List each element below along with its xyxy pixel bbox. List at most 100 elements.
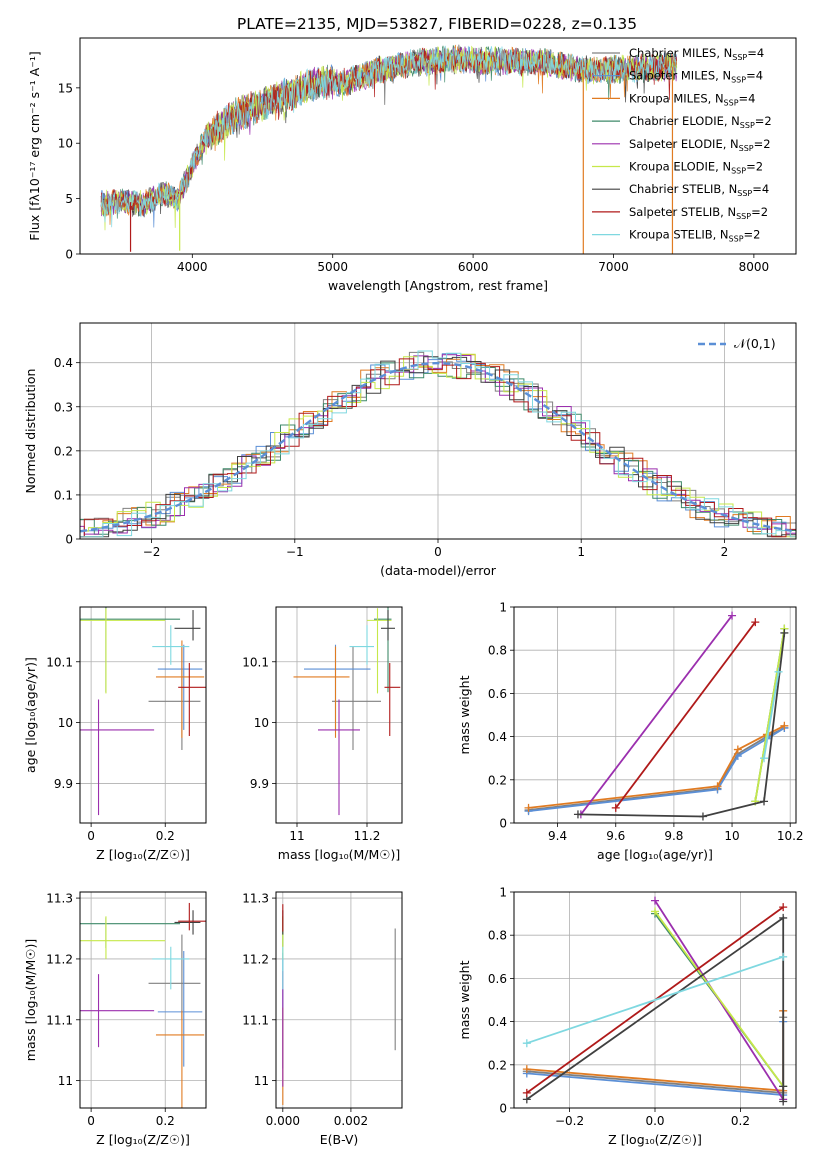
grid-lines	[80, 607, 206, 823]
reference-legend-label: 𝒩(0,1)	[734, 336, 776, 351]
weight-marker	[733, 745, 742, 754]
y-tick-label: 0.4	[54, 356, 73, 370]
x-tick-label: 7000	[598, 260, 629, 274]
x-tick-label: −0.2	[555, 1114, 584, 1128]
age_vs_Z-panel: 0 0.2 9.9 10 10.1 Z [log₁₀(Z/Z☉)] age [log₁₀(a…	[23, 606, 207, 862]
mass_vs_ebv-panel: 0.000 0.002 11 11.1 11.2 11.3 E(B-V)	[242, 891, 403, 1147]
histogram-series-0	[80, 351, 796, 538]
x-tick-label: 11	[289, 829, 304, 843]
y-tick-label: 10	[58, 137, 73, 151]
y-tick-label: 11.2	[242, 952, 269, 966]
weight-marker	[760, 797, 769, 806]
y-tick-label: 10.1	[46, 655, 73, 669]
legend-label: Salpeter MILES, NSSP=4	[629, 69, 763, 85]
weight-marker	[779, 903, 788, 912]
x-axis-label: E(B-V)	[320, 1132, 359, 1147]
x-tick-label: 10	[724, 829, 739, 843]
x-tick-label: 4000	[177, 260, 208, 274]
y-tick-label: 9.9	[54, 777, 73, 791]
histogram-series-5	[80, 353, 796, 538]
legend-label: Chabrier STELIB, NSSP=4	[629, 182, 769, 198]
weight-marker	[522, 1088, 531, 1097]
spectrum-legend: Chabrier MILES, NSSP=4 Salpeter MILES, NS…	[592, 46, 772, 244]
y-tick-label: 15	[58, 81, 73, 95]
y-axis-label: Flux [fλ10⁻¹⁷ erg cm⁻² s⁻¹ A⁻¹]	[27, 51, 42, 240]
weight-marker	[522, 1039, 531, 1048]
figure-title: PLATE=2135, MJD=53827, FIBERID=0228, z=0…	[237, 15, 637, 33]
errorbars	[80, 902, 206, 1108]
spectrum-lines	[100, 44, 678, 254]
x-tick-label: 9.4	[548, 829, 567, 843]
y-tick-label: 0.8	[488, 644, 507, 658]
x-tick-label: 0.2	[731, 1114, 750, 1128]
x-tick-label: 9.8	[664, 829, 683, 843]
weight-marker	[779, 1097, 788, 1106]
y-tick-label: 0.2	[488, 1058, 507, 1072]
legend-label: Salpeter STELIB, NSSP=2	[629, 205, 768, 221]
weight-marker	[698, 812, 707, 821]
y-tick-label: 0.4	[488, 730, 507, 744]
x-tick-label: 6000	[458, 260, 489, 274]
legend-label: Chabrier ELODIE, NSSP=2	[629, 114, 772, 130]
axes-frame	[79, 891, 207, 1109]
age_vs_mass-panel: 11 11.2 9.9 10 10.1 mass [log₁₀(M/M☉)]	[242, 606, 403, 862]
y-tick-label: 11	[254, 1074, 269, 1088]
legend-label: Kroupa ELODIE, NSSP=2	[629, 160, 763, 176]
y-tick-label: 0	[65, 533, 73, 547]
x-axis-label: mass [log₁₀(M/M☉)]	[278, 847, 400, 862]
grid-lines	[514, 606, 796, 824]
weight-marker	[779, 952, 788, 961]
x-tick-label: 0.2	[156, 1114, 175, 1128]
errorbars	[80, 607, 206, 816]
axes-frame	[79, 37, 797, 255]
weight-marker	[779, 913, 788, 922]
y-tick-label: 0.6	[488, 972, 507, 986]
x-tick-label: 10.2	[777, 829, 804, 843]
y-tick-label: 10	[58, 716, 73, 730]
residuals-panel: −2 −1 0 1 2 0 0.1 0.2 0.3 0.4 (data-model)/error No…	[23, 322, 797, 578]
axes-frame	[79, 606, 207, 824]
x-tick-label: 0.002	[334, 1114, 368, 1128]
axes-frame	[275, 891, 403, 1109]
y-tick-label: 0.4	[488, 1015, 507, 1029]
y-tick-label: 0	[65, 248, 73, 262]
weight-series-6	[526, 916, 785, 1102]
axes-frame	[513, 606, 797, 824]
y-tick-label: 1	[499, 601, 507, 615]
x-tick-label: 5000	[317, 260, 348, 274]
weight-marker	[522, 1065, 531, 1074]
x-tick-label: −1	[286, 545, 304, 559]
spectrum-panel: 4000 5000 6000 7000 8000 0 5 10 15 wavelength [An…	[27, 37, 797, 293]
histograms	[80, 350, 796, 538]
weight_vs_Z-panel: −0.2 0.0 0.2 0 0.2 0.4 0.6 0.8 1 Z [log₁₀(Z/Z☉)] m…	[457, 886, 797, 1147]
x-tick-label: 8000	[739, 260, 770, 274]
grid-lines	[80, 323, 796, 540]
legend-label: Salpeter ELODIE, NSSP=2	[629, 137, 771, 153]
y-tick-label: 0.1	[54, 488, 73, 502]
weight-marker	[760, 754, 769, 763]
weight-marker	[573, 810, 582, 819]
histogram-series-8	[80, 350, 796, 538]
weight-series-8	[526, 955, 784, 1045]
weight-marker	[780, 628, 789, 637]
errorbars	[293, 607, 401, 816]
weight-series-7	[615, 621, 757, 809]
legend-label: Kroupa STELIB, NSSP=2	[629, 228, 760, 244]
x-axis-label: Z [log₁₀(Z/Z☉)]	[96, 847, 190, 862]
grid-lines	[80, 892, 206, 1108]
x-tick-label: −2	[143, 545, 161, 559]
y-axis-label: mass [log₁₀(M/M☉)]	[23, 939, 38, 1061]
normal-reference-curve	[80, 361, 796, 533]
weight-marker	[780, 721, 789, 730]
y-tick-label: 11.1	[242, 1013, 269, 1027]
y-tick-label: 0	[499, 817, 507, 831]
y-tick-label: 1	[499, 886, 507, 900]
weight-series-8	[763, 671, 780, 759]
x-axis-label: Z [log₁₀(Z/Z☉)]	[608, 1132, 702, 1147]
y-tick-label: 0.6	[488, 687, 507, 701]
x-axis-label: age [log₁₀(age/yr)]	[597, 847, 713, 862]
y-tick-label: 10.1	[242, 655, 269, 669]
y-tick-label: 9.9	[250, 777, 269, 791]
grid-lines	[276, 892, 402, 1108]
axes-frame	[275, 606, 403, 824]
